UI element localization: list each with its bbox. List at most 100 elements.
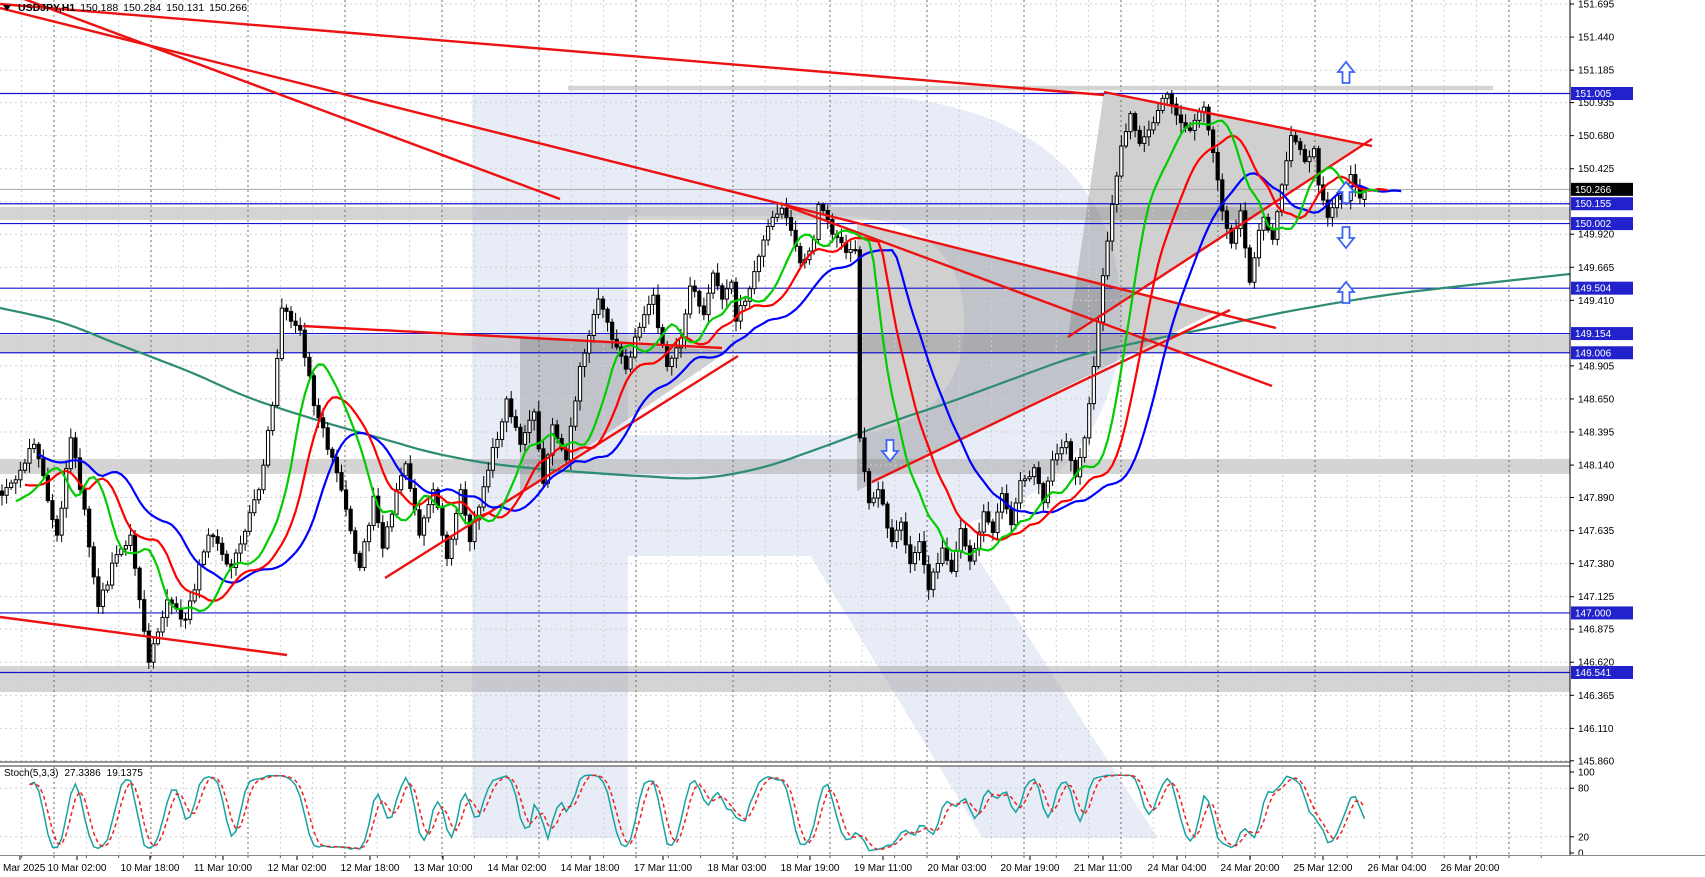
level-price-label: 149.504	[1575, 284, 1612, 295]
price-axis-label: 148.395	[1578, 428, 1615, 439]
candle-body	[87, 508, 92, 548]
candle-body	[1330, 207, 1335, 218]
candle-body	[995, 511, 1000, 534]
candle-body	[408, 463, 413, 489]
stoch-axis-label: 0	[1578, 849, 1584, 860]
descending-trendline-long[interactable]	[0, 2, 1105, 97]
candle-body	[91, 546, 96, 578]
stoch-d-line[interactable]	[29, 774, 1366, 851]
up-arrow-marker[interactable]	[1336, 180, 1356, 204]
slow-ma-path[interactable]	[0, 272, 1571, 480]
candle-body	[1133, 113, 1138, 131]
price-axis-label: 148.905	[1578, 361, 1615, 372]
stoch-k-line[interactable]	[29, 774, 1366, 852]
candle-body	[1036, 467, 1041, 485]
candle-body	[527, 419, 532, 434]
candle-body	[279, 307, 284, 360]
wedge-bottom-line[interactable]	[384, 354, 739, 580]
price-zone-band[interactable]	[0, 335, 1570, 352]
stoch-d-value: 19.1375	[106, 768, 143, 779]
candle-body	[1045, 480, 1051, 504]
down-arrow-marker[interactable]	[880, 439, 900, 463]
candle-body	[871, 497, 876, 504]
stochastic-panel[interactable]	[0, 774, 1570, 852]
signal-arrows[interactable]	[880, 60, 1356, 463]
candle-body	[1188, 127, 1193, 131]
trendlines[interactable]	[0, 0, 1373, 657]
candle-body	[288, 310, 294, 322]
candle-body	[73, 437, 78, 459]
alligator-indicator[interactable]	[15, 119, 1402, 613]
down-arrow-marker[interactable]	[1336, 226, 1356, 250]
candle-body	[587, 334, 592, 354]
candle-body	[1155, 109, 1161, 124]
panel-separator[interactable]	[0, 761, 1705, 767]
price-zone-band[interactable]	[0, 666, 1570, 692]
candle-body	[1270, 229, 1275, 240]
candle-body	[1137, 129, 1142, 144]
candle-body	[729, 281, 734, 290]
level-price-label: 151.005	[1575, 89, 1612, 100]
candle-body	[82, 488, 87, 510]
channel-lower-line[interactable]	[0, 615, 288, 657]
candle-body	[1151, 122, 1156, 131]
ohlc-high-value: 150.284	[123, 2, 162, 14]
candle-body	[518, 426, 523, 445]
alligator-jaw-line[interactable]	[38, 172, 1402, 584]
candle-body	[1105, 240, 1110, 277]
candle-body	[307, 356, 312, 377]
candle-body	[238, 543, 243, 554]
candle-body	[862, 437, 867, 473]
candle-body	[36, 443, 41, 460]
wedge-top-line[interactable]	[302, 324, 723, 350]
candle-body	[1229, 227, 1234, 244]
price-zones[interactable]	[0, 85, 1570, 692]
candlestick-series	[0, 90, 1367, 669]
pennant-top-line[interactable]	[1103, 90, 1373, 148]
level-price-label-bg	[1571, 86, 1633, 100]
candle-body	[1032, 467, 1037, 478]
candle-body	[4, 487, 9, 496]
candle-body	[490, 447, 495, 471]
time-axis-label: 25 Mar 12:00	[1294, 863, 1353, 874]
candle-body	[830, 218, 835, 235]
price-zone-band[interactable]	[0, 459, 1570, 474]
descending-fanline-upper[interactable]	[8, 0, 561, 201]
candle-body	[146, 630, 151, 663]
alligator-teeth-line[interactable]	[24, 134, 1388, 603]
candle-body	[201, 551, 206, 565]
slow-ma-line[interactable]	[0, 272, 1571, 480]
price-axis-label: 146.620	[1578, 658, 1615, 669]
candle-body	[857, 249, 862, 439]
price-axis[interactable]: 151.695 151.440 151.185 150.935 150.680 150.4…	[1569, 0, 1705, 877]
descending-fanline-lower[interactable]	[785, 204, 1273, 388]
chart-header: USDJPY,H1 150.188 150.284 150.131 150.26…	[3, 2, 247, 14]
candle-body	[380, 522, 385, 549]
candle-body	[454, 512, 459, 540]
candle-body	[0, 490, 5, 496]
price-axis-label: 149.410	[1578, 296, 1615, 307]
up-arrow-marker[interactable]	[1336, 60, 1356, 84]
candle-body	[440, 507, 445, 536]
stoch-axis-label: 80	[1578, 784, 1590, 795]
symbol-dropdown-icon[interactable]	[3, 5, 11, 11]
candle-body	[1192, 119, 1197, 131]
candle-body	[311, 375, 317, 406]
grid-lines	[0, 0, 1570, 855]
price-axis-label: 147.890	[1578, 493, 1615, 504]
price-axis-label: 150.425	[1578, 164, 1615, 175]
alligator-lips-line[interactable]	[15, 119, 1379, 613]
candle-body	[1174, 103, 1179, 116]
candle-body	[343, 489, 349, 510]
level-price-label: 147.000	[1575, 608, 1612, 619]
descending-trendline-main[interactable]	[0, 6, 1277, 330]
time-axis-label: 19 Mar 11:00	[854, 863, 913, 874]
time-axis-label: 20 Mar 19:00	[1001, 863, 1060, 874]
candle-body	[1206, 106, 1211, 131]
price-axis-label: 148.140	[1578, 461, 1615, 472]
brand-watermark: R	[400, 0, 1180, 877]
up-arrow-marker[interactable]	[1336, 280, 1356, 304]
candle-body	[187, 600, 193, 620]
